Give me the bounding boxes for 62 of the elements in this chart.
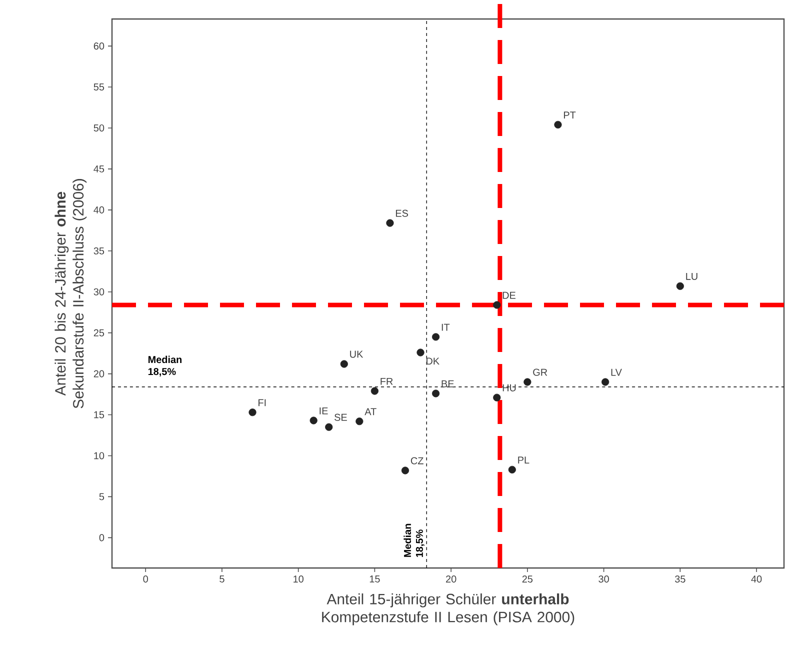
x-tick-label: 0: [143, 576, 148, 583]
annotation: LU: [686, 272, 698, 280]
ref-line-label: Median 18,5%: [148, 356, 182, 377]
y-tick-label: 50: [94, 124, 104, 132]
x-tick-label: 40: [751, 576, 762, 583]
point: [340, 360, 348, 368]
x-tick-label: 5: [220, 576, 224, 582]
point: [310, 416, 318, 424]
y-tick-label: 20: [94, 370, 104, 378]
annotation: ES: [396, 210, 408, 217]
annotation: LV: [611, 368, 622, 376]
point: [493, 301, 501, 309]
annotation: DK: [426, 358, 440, 365]
y-tick-label: 30: [94, 288, 104, 296]
point: [493, 394, 501, 402]
y-tick-label: 60: [94, 42, 104, 50]
annotation: DE: [502, 292, 516, 299]
annotation: AT: [364, 408, 376, 416]
annotation: GR: [533, 368, 548, 376]
annotation: SE: [334, 414, 347, 421]
y-tick-label: 10: [94, 452, 104, 460]
point: [432, 333, 440, 341]
point: [248, 408, 256, 416]
y-tick-label: 5: [99, 493, 104, 500]
y-tick-label: 55: [94, 84, 104, 90]
x-tick-label: 20: [446, 576, 456, 583]
annotation: BE: [442, 380, 454, 388]
x-tick-label: 25: [522, 576, 533, 583]
point: [676, 282, 684, 290]
x-tick-label: 30: [598, 576, 609, 583]
annotation: FR: [380, 378, 393, 385]
y-tick-label: 45: [94, 165, 104, 172]
point: [554, 120, 562, 128]
point: [602, 378, 610, 386]
y-tick-label: 40: [94, 206, 104, 214]
x-axis-title: Anteil 15-jähriger Schüler unterhalb Kompetenzstufe II Lesen (PISA 2000): [322, 593, 574, 626]
annotation: HU: [502, 384, 516, 392]
y-tick-label: 15: [94, 411, 104, 418]
point: [432, 390, 440, 398]
y-tick-label: 35: [94, 247, 104, 254]
annotation: PL: [518, 456, 530, 464]
y-axis-title: Anteil 20 bis 24-Jähriger ohne Sekundarstufe II-Abschluss (2006): [54, 179, 87, 408]
point: [524, 378, 532, 386]
point: [370, 387, 378, 395]
annotation: IT: [442, 324, 450, 331]
x-tick-label: 15: [370, 576, 380, 582]
annotation: CZ: [410, 457, 424, 464]
point: [416, 348, 424, 356]
annotation: UK: [350, 350, 364, 358]
annotation: IE: [320, 407, 328, 414]
x-tick-label: 10: [294, 576, 304, 583]
y-tick-label: 0: [99, 534, 104, 542]
ref-line-label: Median 18,5%: [404, 524, 424, 557]
y-tick-label: 25: [94, 329, 104, 336]
point: [401, 466, 410, 474]
point: [325, 423, 333, 431]
point: [508, 466, 516, 474]
point: [356, 418, 364, 426]
point: [386, 219, 394, 227]
x-tick-label: 35: [674, 576, 686, 583]
annotation: FI: [258, 399, 266, 406]
annotation: PT: [564, 112, 576, 119]
